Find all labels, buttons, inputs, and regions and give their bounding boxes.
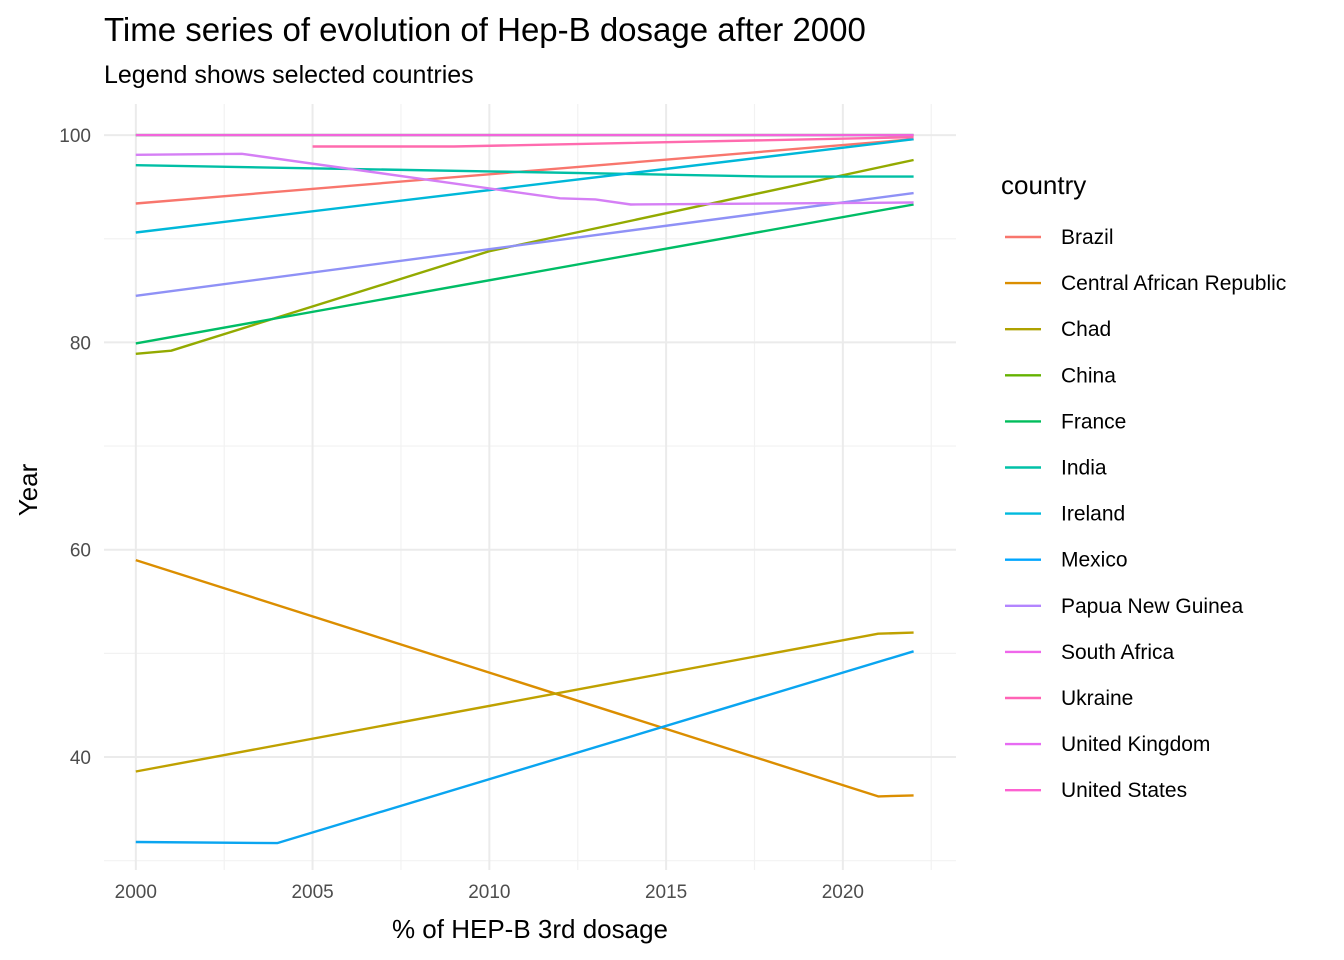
x-tick-label: 2000 (115, 882, 157, 903)
x-axis-ticks: 2000 2005 2010 2015 2020 (115, 882, 864, 903)
series-layer (135, 133, 914, 845)
y-tick-label: 60 (70, 541, 91, 562)
x-tick-label: 2015 (645, 882, 687, 903)
legend-label-france: France (1061, 410, 1126, 433)
y-axis-ticks: 40 60 80 100 (59, 126, 91, 769)
legend-label-united-states: United States (1061, 779, 1187, 802)
legend-label-central-african-republic: Central African Republic (1061, 272, 1286, 295)
series-line-papua-new-guinea (135, 650, 914, 845)
series-line-china (135, 158, 914, 355)
x-tick-label: 2020 (822, 882, 864, 903)
x-axis-title: % of HEP-B 3rd dosage (392, 914, 668, 944)
legend-label-ireland: Ireland (1061, 503, 1125, 526)
legend: country Brazil Central African Republic Ch… (1001, 170, 1286, 802)
series-line-united-states (312, 136, 914, 148)
legend-label-brazil: Brazil (1061, 226, 1114, 249)
chart-title: Time series of evolution of Hep-B dosage… (104, 11, 866, 48)
series-line-south-africa (135, 191, 914, 297)
series-line-mexico (135, 138, 914, 234)
legend-label-chad: Chad (1061, 318, 1111, 341)
legend-label-ukraine: Ukraine (1061, 687, 1133, 710)
legend-label-india: India (1061, 457, 1107, 480)
series-line-ukraine (135, 152, 914, 206)
x-tick-label: 2010 (468, 882, 510, 903)
y-tick-label: 40 (70, 748, 91, 769)
y-tick-label: 80 (70, 333, 91, 354)
series-line-chad (135, 631, 914, 773)
legend-label-south-africa: South Africa (1061, 641, 1175, 664)
legend-label-china: China (1061, 364, 1116, 387)
x-tick-label: 2005 (291, 882, 333, 903)
y-tick-label: 100 (59, 126, 91, 147)
legend-label-papua-new-guinea: Papua New Guinea (1061, 595, 1243, 618)
y-axis-title: Year (13, 463, 43, 516)
legend-label-united-kingdom: United Kingdom (1061, 733, 1210, 756)
legend-items: Brazil Central African Republic Chad China F… (1005, 226, 1286, 802)
series-line-india (135, 203, 914, 345)
legend-label-mexico: Mexico (1061, 549, 1128, 572)
series-line-central-african-republic (135, 558, 914, 798)
legend-title: country (1001, 170, 1086, 200)
chart-subtitle: Legend shows selected countries (104, 61, 474, 89)
series-line-ireland (135, 164, 914, 178)
